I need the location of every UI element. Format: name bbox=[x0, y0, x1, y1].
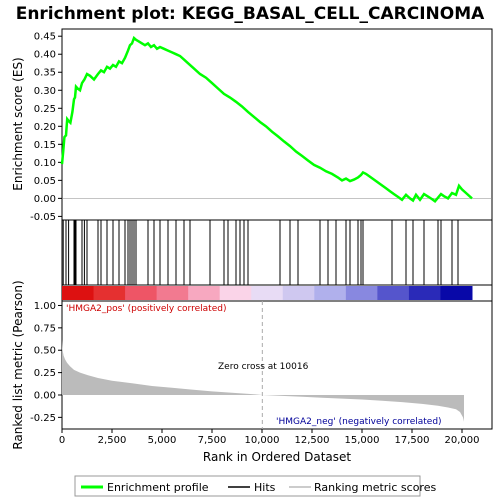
metric-y-tick-label-5: 1.00 bbox=[34, 301, 56, 312]
es-panel bbox=[61, 28, 493, 221]
x-tick-label-6: 15,000 bbox=[345, 435, 380, 446]
metric-y-tick-label-4: 0.75 bbox=[34, 323, 56, 334]
hits-ticks bbox=[62, 220, 459, 285]
legend-hits: Hits bbox=[254, 481, 276, 494]
es-y-tick-label-7: 0.30 bbox=[34, 86, 56, 97]
es-y-tick-label-3: 0.10 bbox=[34, 158, 56, 169]
es-y-label: Enrichment score (ES) bbox=[11, 57, 25, 190]
metric-panel bbox=[61, 300, 493, 430]
es-y-tick-label-10: 0.45 bbox=[34, 32, 56, 43]
neg-label: 'HMGA2_neg' (negatively correlated) bbox=[276, 417, 442, 427]
metric-y-tick-label-2: 0.25 bbox=[34, 368, 56, 379]
enrichment-profile-line bbox=[60, 35, 473, 204]
x-tick-label-7: 17,500 bbox=[395, 435, 430, 446]
heatbar-segment-10 bbox=[377, 286, 410, 300]
legend-enrichment-profile: Enrichment profile bbox=[107, 481, 209, 494]
metric-y-tick-label-1: 0.00 bbox=[34, 390, 56, 401]
es-y-tick-label-2: 0.05 bbox=[34, 176, 56, 187]
heatbar-segment-6 bbox=[251, 286, 284, 300]
legend: Enrichment profile Hits Ranking metric s… bbox=[74, 475, 436, 497]
heatbar-segment-7 bbox=[282, 286, 315, 300]
es-y-axis: -0.05 0.00 0.05 0.10 0.15 0.20 0.25 0.30 0.35 0.4… bbox=[30, 32, 492, 223]
heatbar-segment-8 bbox=[314, 286, 347, 300]
x-tick-label-5: 12,500 bbox=[295, 435, 330, 446]
heatbar-segment-11 bbox=[408, 286, 441, 300]
ranking-heatbar bbox=[62, 286, 473, 300]
metric-y-tick-label-3: 0.50 bbox=[34, 346, 56, 357]
es-y-tick-label-1: 0.00 bbox=[34, 194, 56, 205]
x-axis-label: Rank in Ordered Dataset bbox=[203, 450, 351, 464]
metric-y-label: Ranked list metric (Pearson) bbox=[11, 280, 25, 449]
es-y-tick-label-8: 0.35 bbox=[34, 68, 56, 79]
x-axis: 0 2,500 5,000 7,500 10,000 12,500 15,000 17,500… bbox=[59, 429, 480, 446]
es-y-tick-label-6: 0.25 bbox=[34, 104, 56, 115]
x-tick-label-2: 5,000 bbox=[148, 435, 177, 446]
heatbar-segment-1 bbox=[93, 286, 126, 300]
heatbar-segment-3 bbox=[156, 286, 189, 300]
legend-ranking-metric-scores: Ranking metric scores bbox=[314, 481, 436, 494]
legend-box bbox=[74, 475, 421, 497]
heatbar-segment-12 bbox=[440, 286, 473, 300]
metric-y-tick-label-0: -0.25 bbox=[30, 413, 56, 424]
chart-title: Enrichment plot: KEGG_BASAL_CELL_CARCINO… bbox=[16, 4, 485, 24]
x-tick-label-3: 7,500 bbox=[198, 435, 227, 446]
hits-panel bbox=[61, 219, 493, 286]
zero-cross-label: Zero cross at 10016 bbox=[218, 362, 309, 372]
metric-y-axis: -0.25 0.00 0.25 0.50 0.75 1.00 bbox=[30, 301, 62, 424]
es-y-tick-label-0: -0.05 bbox=[30, 212, 56, 223]
x-tick-label-8: 20,000 bbox=[445, 435, 480, 446]
heatbar-segment-9 bbox=[345, 286, 378, 300]
es-y-tick-label-9: 0.40 bbox=[34, 50, 56, 61]
x-tick-label-4: 10,000 bbox=[245, 435, 280, 446]
es-y-tick-label-4: 0.15 bbox=[34, 140, 56, 151]
es-y-tick-label-5: 0.20 bbox=[34, 122, 56, 133]
heatbar-segment-4 bbox=[188, 286, 221, 300]
x-tick-label-1: 2,500 bbox=[98, 435, 127, 446]
heatbar-segment-2 bbox=[125, 286, 158, 300]
heatbar-segment-0 bbox=[62, 286, 95, 300]
pos-label: 'HMGA2_pos' (positively correlated) bbox=[66, 304, 226, 314]
heatbar-segment-5 bbox=[219, 286, 252, 300]
x-tick-label-0: 0 bbox=[59, 435, 65, 446]
